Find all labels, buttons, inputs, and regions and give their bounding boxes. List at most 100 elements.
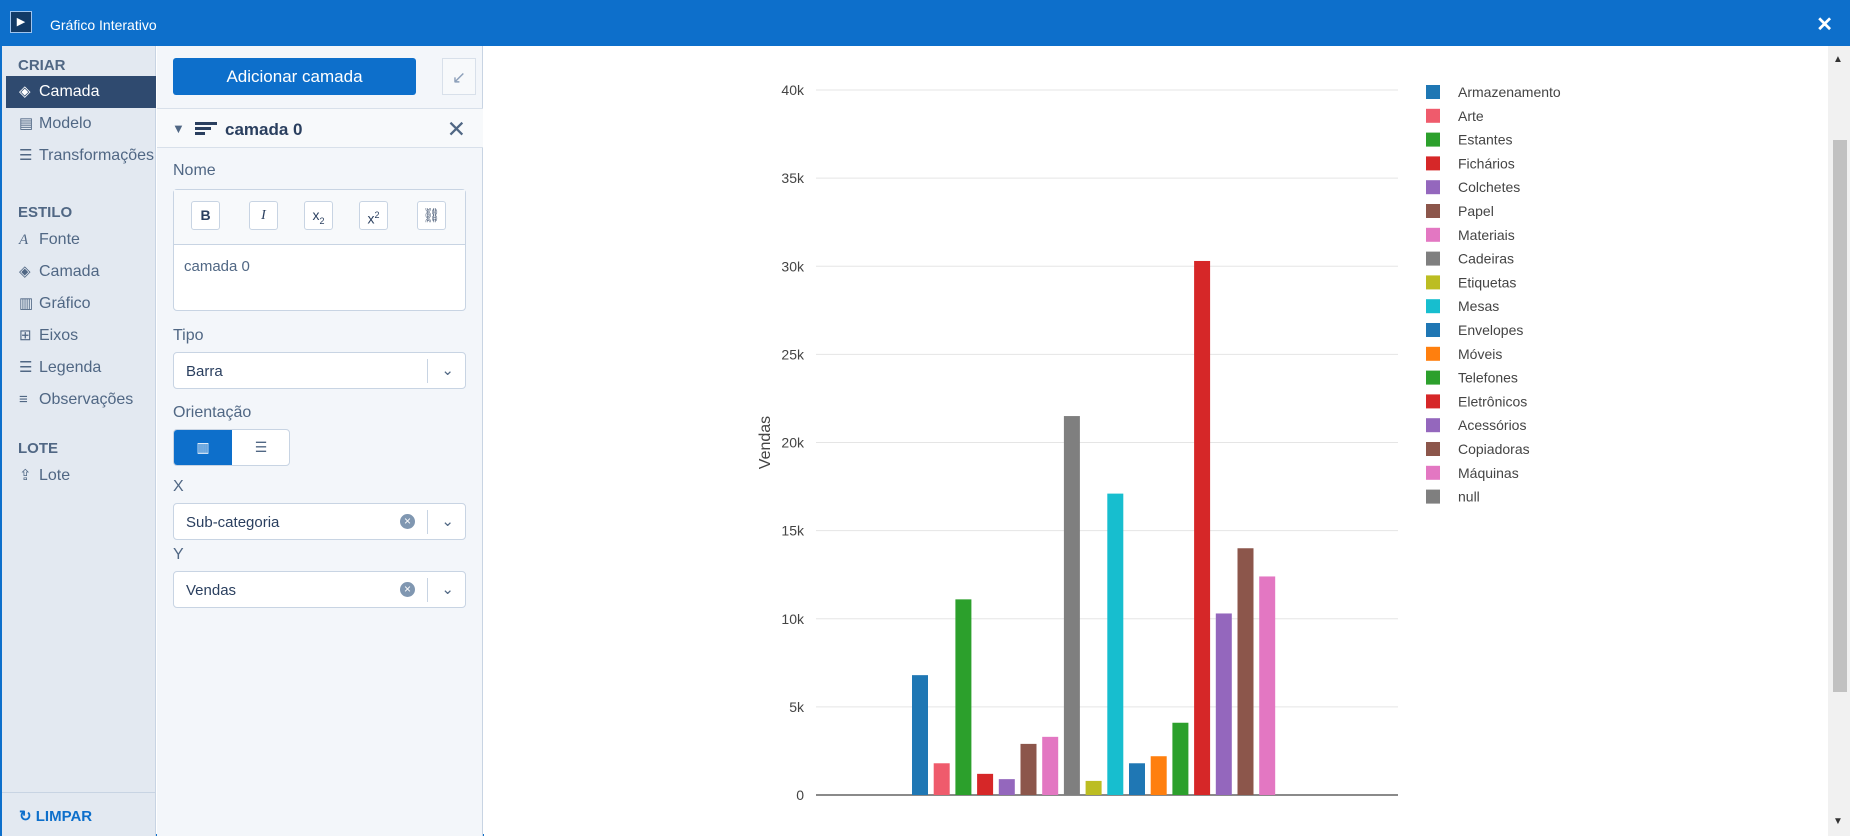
legend-swatch (1426, 156, 1440, 171)
sidebar-item-modelo[interactable]: ▤ Modelo (6, 108, 156, 140)
sidebar-item-transformacoes[interactable]: ☰ Transformações (6, 140, 156, 172)
scroll-up-icon[interactable]: ▲ (1833, 54, 1843, 65)
legend-entry: Telefones (1458, 370, 1518, 386)
sidebar-item-camada-style[interactable]: ◈ Camada (6, 256, 156, 288)
sidebar-item-label: Camada (39, 263, 100, 280)
bar-eletr-nicos (1194, 260, 1211, 795)
sidebar-item-eixos[interactable]: ⊞ Eixos (6, 320, 156, 352)
legend-entry: null (1458, 489, 1480, 505)
chevron-down-icon[interactable]: ⌄ (441, 362, 454, 379)
sidebar-item-observacoes[interactable]: ≡ Observações (6, 384, 156, 416)
collapse-icon[interactable]: ↙ (442, 58, 476, 95)
legend-entry: Envelopes (1458, 322, 1523, 338)
upload-icon: ⇪ (19, 467, 32, 484)
y-dropdown-value: Vendas (186, 582, 237, 599)
chevron-down-icon[interactable]: ⌄ (441, 581, 454, 598)
layers-icon: ◈ (19, 263, 31, 280)
bold-button[interactable]: B (191, 201, 220, 230)
subscript-icon[interactable]: x2 (304, 201, 333, 230)
axes-icon: ⊞ (19, 327, 32, 344)
bar-etiquetas (1085, 780, 1102, 795)
scroll-down-icon[interactable]: ▼ (1833, 816, 1843, 827)
layer-panel: Adicionar camada ↙ ▼ camada 0 ✕ Nome B I… (157, 46, 483, 836)
sidebar-item-grafico[interactable]: ▥ Gráfico (6, 288, 156, 320)
app-icon: ▶ (10, 11, 32, 33)
bar-mesas (1107, 493, 1124, 795)
italic-button[interactable]: I (249, 201, 278, 230)
y-tick-label: 40k (781, 82, 805, 98)
bar-copiadoras (1237, 548, 1254, 795)
sidebar-item-camada[interactable]: ◈ Camada (6, 76, 156, 108)
horizontal-orientation-button[interactable]: ☰ (232, 430, 289, 465)
legend-swatch (1426, 132, 1440, 147)
legend-swatch (1426, 442, 1440, 456)
layer-name: camada 0 (225, 120, 303, 139)
legend-swatch (1426, 204, 1440, 218)
bar-materiais (1042, 736, 1059, 795)
legend-entry: Armazenamento (1458, 84, 1561, 100)
sidebar-item-label: Lote (39, 467, 71, 484)
chevron-down-icon[interactable]: ⌄ (441, 513, 454, 530)
clear-y-icon[interactable]: × (400, 582, 415, 597)
chevron-down-icon[interactable]: ▼ (172, 121, 185, 136)
sidebar-item-label: Gráfico (39, 295, 91, 312)
bar-papel (1020, 743, 1037, 795)
delete-layer-icon[interactable]: ✕ (446, 116, 466, 142)
bar-arte (933, 763, 950, 795)
list-icon: ☰ (19, 147, 33, 164)
legend-entry: Estantes (1458, 132, 1512, 148)
clear-x-icon[interactable]: × (400, 514, 415, 529)
legend-swatch (1426, 180, 1440, 195)
type-dropdown[interactable]: Barra ⌄ (173, 352, 466, 389)
y-tick-label: 35k (781, 170, 805, 186)
legend-swatch (1426, 346, 1440, 361)
chart-area: 0 5k 10k 15k 20k 25k 30k 35k 40k Vendas Armazename… (484, 46, 1828, 836)
add-layer-button[interactable]: Adicionar camada (173, 58, 416, 95)
section-title-estilo: ESTILO (18, 204, 73, 221)
y-dropdown[interactable]: Vendas × ⌄ (173, 571, 466, 608)
bar-armazenamento (912, 675, 928, 795)
sidebar-item-legenda[interactable]: ☰ Legenda (6, 352, 156, 384)
vertical-orientation-button[interactable]: ▥ (174, 430, 232, 465)
bar-estantes (955, 599, 972, 795)
legend-swatch (1426, 394, 1440, 409)
name-editor: B I x2 x2 ⛓ camada 0 (173, 189, 466, 311)
legend-entry: Colchetes (1458, 179, 1520, 195)
name-text-input[interactable]: camada 0 (184, 258, 250, 275)
legend-entry: Cadeiras (1458, 251, 1514, 267)
vertical-bars-icon: ▥ (196, 439, 210, 455)
legend-entry: Móveis (1458, 346, 1502, 362)
refresh-icon: ↻ (19, 808, 36, 825)
clear-row: ↻ LIMPAR (2, 792, 156, 836)
layer-header[interactable]: ▼ camada 0 ✕ (157, 108, 483, 148)
x-dropdown[interactable]: Sub-categoria × ⌄ (173, 503, 466, 540)
bar-fich-rios (977, 773, 994, 795)
clear-label: LIMPAR (35, 808, 93, 825)
sidebar-item-label: Fonte (39, 231, 80, 248)
sidebar-item-fonte[interactable]: A Fonte (6, 224, 156, 256)
close-window-button[interactable]: ✕ (1816, 14, 1833, 36)
dropdown-separator (427, 510, 428, 534)
legend-entry: Copiadoras (1458, 441, 1530, 457)
y-tick-label: 30k (781, 258, 805, 274)
sidebar-item-lote[interactable]: ⇪ Lote (6, 460, 156, 492)
y-tick-label: 20k (781, 435, 805, 451)
legend-swatch (1426, 227, 1440, 242)
sidebar-item-label: Eixos (39, 327, 79, 344)
superscript-icon[interactable]: x2 (359, 201, 388, 230)
y-label: Y (173, 546, 184, 563)
scrollbar[interactable]: ▲ ▼ (1828, 46, 1850, 836)
link-icon[interactable]: ⛓ (417, 201, 446, 230)
clear-button[interactable]: ↻ LIMPAR (19, 807, 92, 825)
bar-cadeiras (1063, 416, 1080, 795)
y-tick-label: 0 (796, 787, 804, 803)
sidebar: CRIAR ◈ Camada ▤ Modelo ☰ Transformações ES… (2, 46, 156, 836)
font-icon: A (19, 232, 29, 248)
legend-swatch (1426, 275, 1440, 290)
editor-toolbar: B I x2 x2 ⛓ (174, 190, 465, 245)
legend-entry: Mesas (1458, 298, 1499, 314)
window-title: Gráfico Interativo (50, 17, 157, 33)
legend-entry: Etiquetas (1458, 274, 1516, 290)
scroll-thumb[interactable] (1833, 140, 1847, 692)
y-tick-label: 25k (781, 346, 805, 362)
